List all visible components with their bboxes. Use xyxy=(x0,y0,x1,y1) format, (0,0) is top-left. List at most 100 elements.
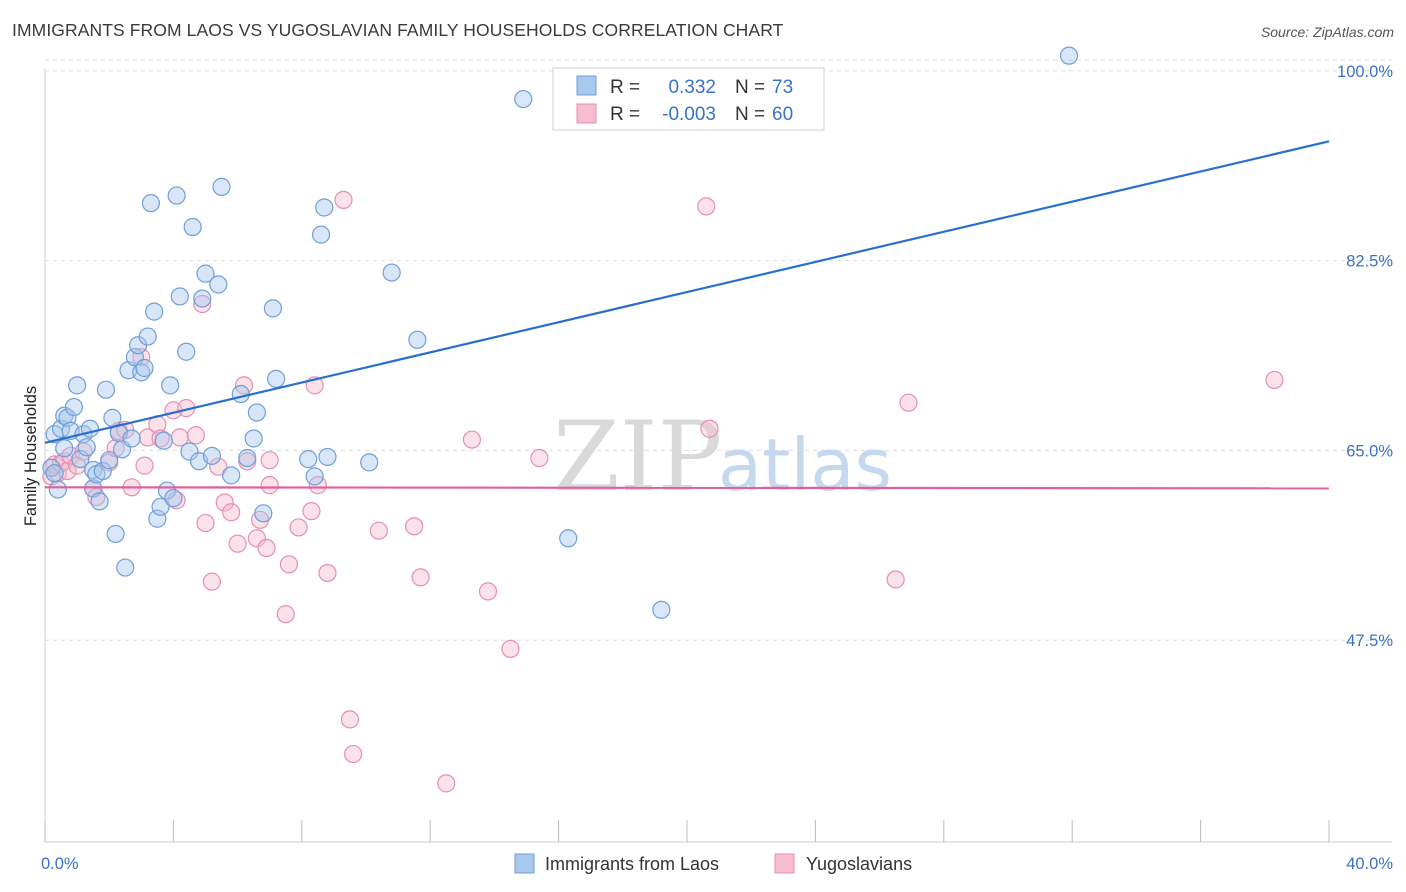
laos-point-1 xyxy=(45,464,64,483)
laos-point-40 xyxy=(161,376,180,395)
yugoslavians-point-46 xyxy=(318,563,337,583)
laos-point-67 xyxy=(382,263,401,282)
yugoslavians-trend-line xyxy=(44,486,1330,490)
y-tick-label-0: 100.0% xyxy=(1337,63,1393,81)
laos-point-19 xyxy=(93,461,112,481)
laos-point-18 xyxy=(90,492,109,511)
y-tick-label-3: 47.5% xyxy=(1346,632,1393,650)
yugoslavians-point-53 xyxy=(437,774,456,793)
yugoslavians-point-28 xyxy=(202,572,222,591)
laos-point-13 xyxy=(77,438,96,457)
yugoslavians-point-32 xyxy=(228,534,247,553)
legend-swatch-blue xyxy=(576,75,597,96)
laos-point-34 xyxy=(141,194,161,213)
laos-point-50 xyxy=(202,446,222,465)
yugoslavians-point-37 xyxy=(257,538,276,558)
yugoslavians-point-29 xyxy=(209,457,228,476)
yugoslavians-point-40 xyxy=(276,605,295,624)
yugoslavians-point-61 xyxy=(899,393,918,412)
yugoslavians-point-31 xyxy=(222,503,241,522)
yugoslavians-point-51 xyxy=(405,517,424,536)
legend-r-label-1: R = xyxy=(610,77,640,98)
watermark: ZIP atlas xyxy=(553,401,892,513)
y-tick-label-2: 65.0% xyxy=(1346,442,1393,460)
laos-point-35 xyxy=(145,302,164,321)
y-axis-title: Family Households xyxy=(22,386,40,526)
laos-point-43 xyxy=(170,287,189,306)
series-label-laos: Immigrants from Laos xyxy=(545,854,719,874)
yugoslavians-point-58 xyxy=(697,197,716,216)
laos-point-9 xyxy=(64,397,83,417)
laos-point-68 xyxy=(408,330,427,349)
laos-point-32 xyxy=(135,358,154,378)
laos-point-55 xyxy=(238,448,257,468)
laos-point-70 xyxy=(559,529,578,548)
laos-point-49 xyxy=(196,264,215,283)
yugoslavians-point-39 xyxy=(260,451,279,470)
legend-n-value-1: 73 xyxy=(772,77,793,98)
yugoslavians-point-54 xyxy=(462,430,482,449)
watermark-zip: ZIP xyxy=(553,401,722,513)
laos-point-51 xyxy=(209,275,228,294)
laos-point-61 xyxy=(299,449,318,469)
laos-point-52 xyxy=(212,177,231,196)
laos-point-58 xyxy=(254,504,273,523)
yugoslavians-point-47 xyxy=(334,190,353,210)
laos-point-41 xyxy=(164,489,183,508)
axes xyxy=(44,68,1392,843)
yugoslavians-point-56 xyxy=(501,639,520,658)
legend-r-label-2: R = xyxy=(610,104,640,125)
source-label: Source: ZipAtlas.com xyxy=(1260,24,1394,40)
laos-points xyxy=(42,46,1079,619)
yugoslavians-point-38 xyxy=(260,476,279,495)
yugoslavians-point-25 xyxy=(186,426,205,445)
series-label-yugoslavians: Yugoslavians xyxy=(806,854,912,874)
yugoslavians-point-20 xyxy=(151,429,170,448)
laos-point-62 xyxy=(305,467,324,486)
gridlines xyxy=(45,59,1392,641)
legend-r-value-2: -0.003 xyxy=(662,104,716,125)
series-swatch-yugoslavians xyxy=(774,853,795,874)
yugoslavians-point-17 xyxy=(135,456,154,475)
yugoslavians-point-3 xyxy=(51,454,71,473)
x-tick-label-1: 40.0% xyxy=(1346,855,1393,873)
laos-point-36 xyxy=(148,509,167,528)
yugoslavians-point-41 xyxy=(279,555,299,574)
laos-point-37 xyxy=(151,497,170,516)
yugoslavians-point-59 xyxy=(700,419,719,438)
yugoslavians-point-42 xyxy=(289,518,308,537)
laos-point-53 xyxy=(222,466,241,485)
laos-point-45 xyxy=(180,442,199,461)
laos-point-3 xyxy=(48,480,67,499)
laos-point-72 xyxy=(1059,46,1079,65)
series-legend: Immigrants from Laos Yugoslavians xyxy=(514,853,912,874)
laos-point-63 xyxy=(311,225,331,244)
correlation-legend: R = 0.332 N = 73 R = -0.003 N = 60 xyxy=(552,67,825,131)
laos-point-57 xyxy=(247,403,266,422)
yugoslavians-point-35 xyxy=(247,529,266,548)
laos-point-69 xyxy=(514,89,533,109)
laos-point-20 xyxy=(96,380,116,399)
laos-point-48 xyxy=(193,289,212,308)
laos-point-21 xyxy=(100,451,119,470)
laos-point-64 xyxy=(315,198,334,217)
laos-point-42 xyxy=(167,186,186,205)
laos-point-10 xyxy=(67,376,87,395)
yugoslavians-point-30 xyxy=(215,493,234,512)
laos-point-44 xyxy=(177,342,196,361)
yugoslavians-point-27 xyxy=(196,513,215,533)
y-tick-label-1: 82.5% xyxy=(1346,253,1393,271)
laos-point-59 xyxy=(263,299,283,318)
laos-point-65 xyxy=(318,447,337,467)
x-tick-label-0: 0.0% xyxy=(41,855,79,873)
legend-r-value-1: 0.332 xyxy=(668,77,716,98)
laos-point-71 xyxy=(652,600,671,619)
trend-lines xyxy=(44,140,1330,490)
x-tick-labels: 0.0% 40.0% xyxy=(41,855,1393,873)
series-swatch-laos xyxy=(514,853,535,874)
laos-point-28 xyxy=(122,429,141,448)
yugoslavians-point-57 xyxy=(530,448,549,468)
legend-swatch-pink xyxy=(576,103,597,124)
chart-title: IMMIGRANTS FROM LAOS VS YUGOSLAVIAN FAMI… xyxy=(12,20,784,40)
